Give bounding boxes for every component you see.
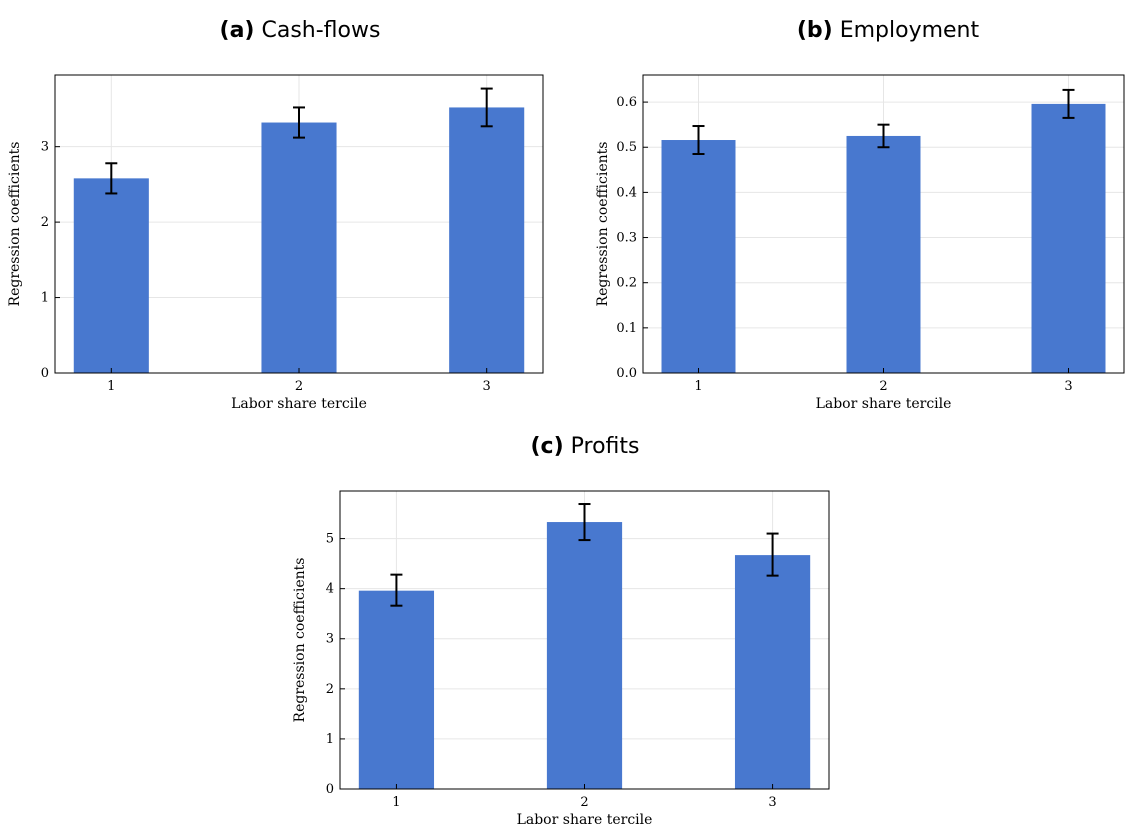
- x-axis-label: Labor share tercile: [816, 396, 952, 412]
- panel-label-b: (b): [796, 18, 833, 43]
- y-tick-label: 0.3: [616, 231, 637, 246]
- bar: [358, 590, 435, 789]
- x-tick-label: 3: [483, 379, 491, 394]
- bar: [261, 122, 337, 373]
- y-tick-label: 2: [41, 215, 49, 230]
- x-axis-label: Labor share tercile: [231, 396, 367, 412]
- panel-label-a: (a): [219, 18, 255, 43]
- chart-title-a: Cash-flows: [261, 18, 381, 43]
- x-tick-label: 2: [879, 379, 887, 394]
- y-tick-label: 0: [41, 366, 49, 381]
- bar: [449, 107, 525, 374]
- bar: [661, 140, 736, 373]
- bar: [846, 135, 921, 373]
- y-tick-label: 2: [326, 682, 334, 697]
- bar: [1031, 103, 1106, 373]
- y-tick-label: 0.6: [616, 95, 637, 110]
- x-tick-label: 2: [295, 379, 303, 394]
- x-tick-label: 1: [694, 379, 702, 394]
- x-tick-label: 2: [580, 795, 588, 810]
- y-tick-label: 0.4: [616, 185, 637, 200]
- y-tick-label: 3: [326, 632, 334, 647]
- y-tick-label: 0.5: [616, 140, 637, 155]
- bar: [734, 555, 811, 789]
- panel-label-c: (c): [530, 434, 564, 459]
- y-tick-label: 3: [41, 140, 49, 155]
- chart-title-c: Profits: [570, 434, 640, 459]
- y-tick-label: 0.2: [616, 276, 637, 291]
- y-tick-label: 4: [326, 582, 334, 597]
- y-tick-label: 1: [326, 732, 334, 747]
- panel-title-b: (b) Employment: [748, 18, 1028, 43]
- x-tick-label: 3: [768, 795, 776, 810]
- chart-title-b: Employment: [839, 18, 980, 43]
- panel-title-c: (c) Profits: [445, 434, 725, 459]
- panel-title-a: (a) Cash-flows: [160, 18, 440, 43]
- bar: [546, 522, 623, 789]
- x-axis-label: Labor share tercile: [517, 812, 653, 828]
- y-tick-label: 1: [41, 291, 49, 306]
- y-tick-label: 5: [326, 532, 334, 547]
- x-tick-label: 1: [107, 379, 115, 394]
- x-tick-label: 1: [392, 795, 400, 810]
- y-tick-label: 0: [326, 782, 334, 797]
- y-axis-label: Regression coefficients: [292, 558, 308, 723]
- y-axis-label: Regression coefficients: [595, 142, 611, 307]
- y-tick-label: 0.1: [616, 321, 637, 336]
- y-tick-label: 0.0: [616, 366, 637, 381]
- bar: [73, 178, 149, 373]
- x-tick-label: 3: [1064, 379, 1072, 394]
- y-axis-label: Regression coefficients: [7, 142, 23, 307]
